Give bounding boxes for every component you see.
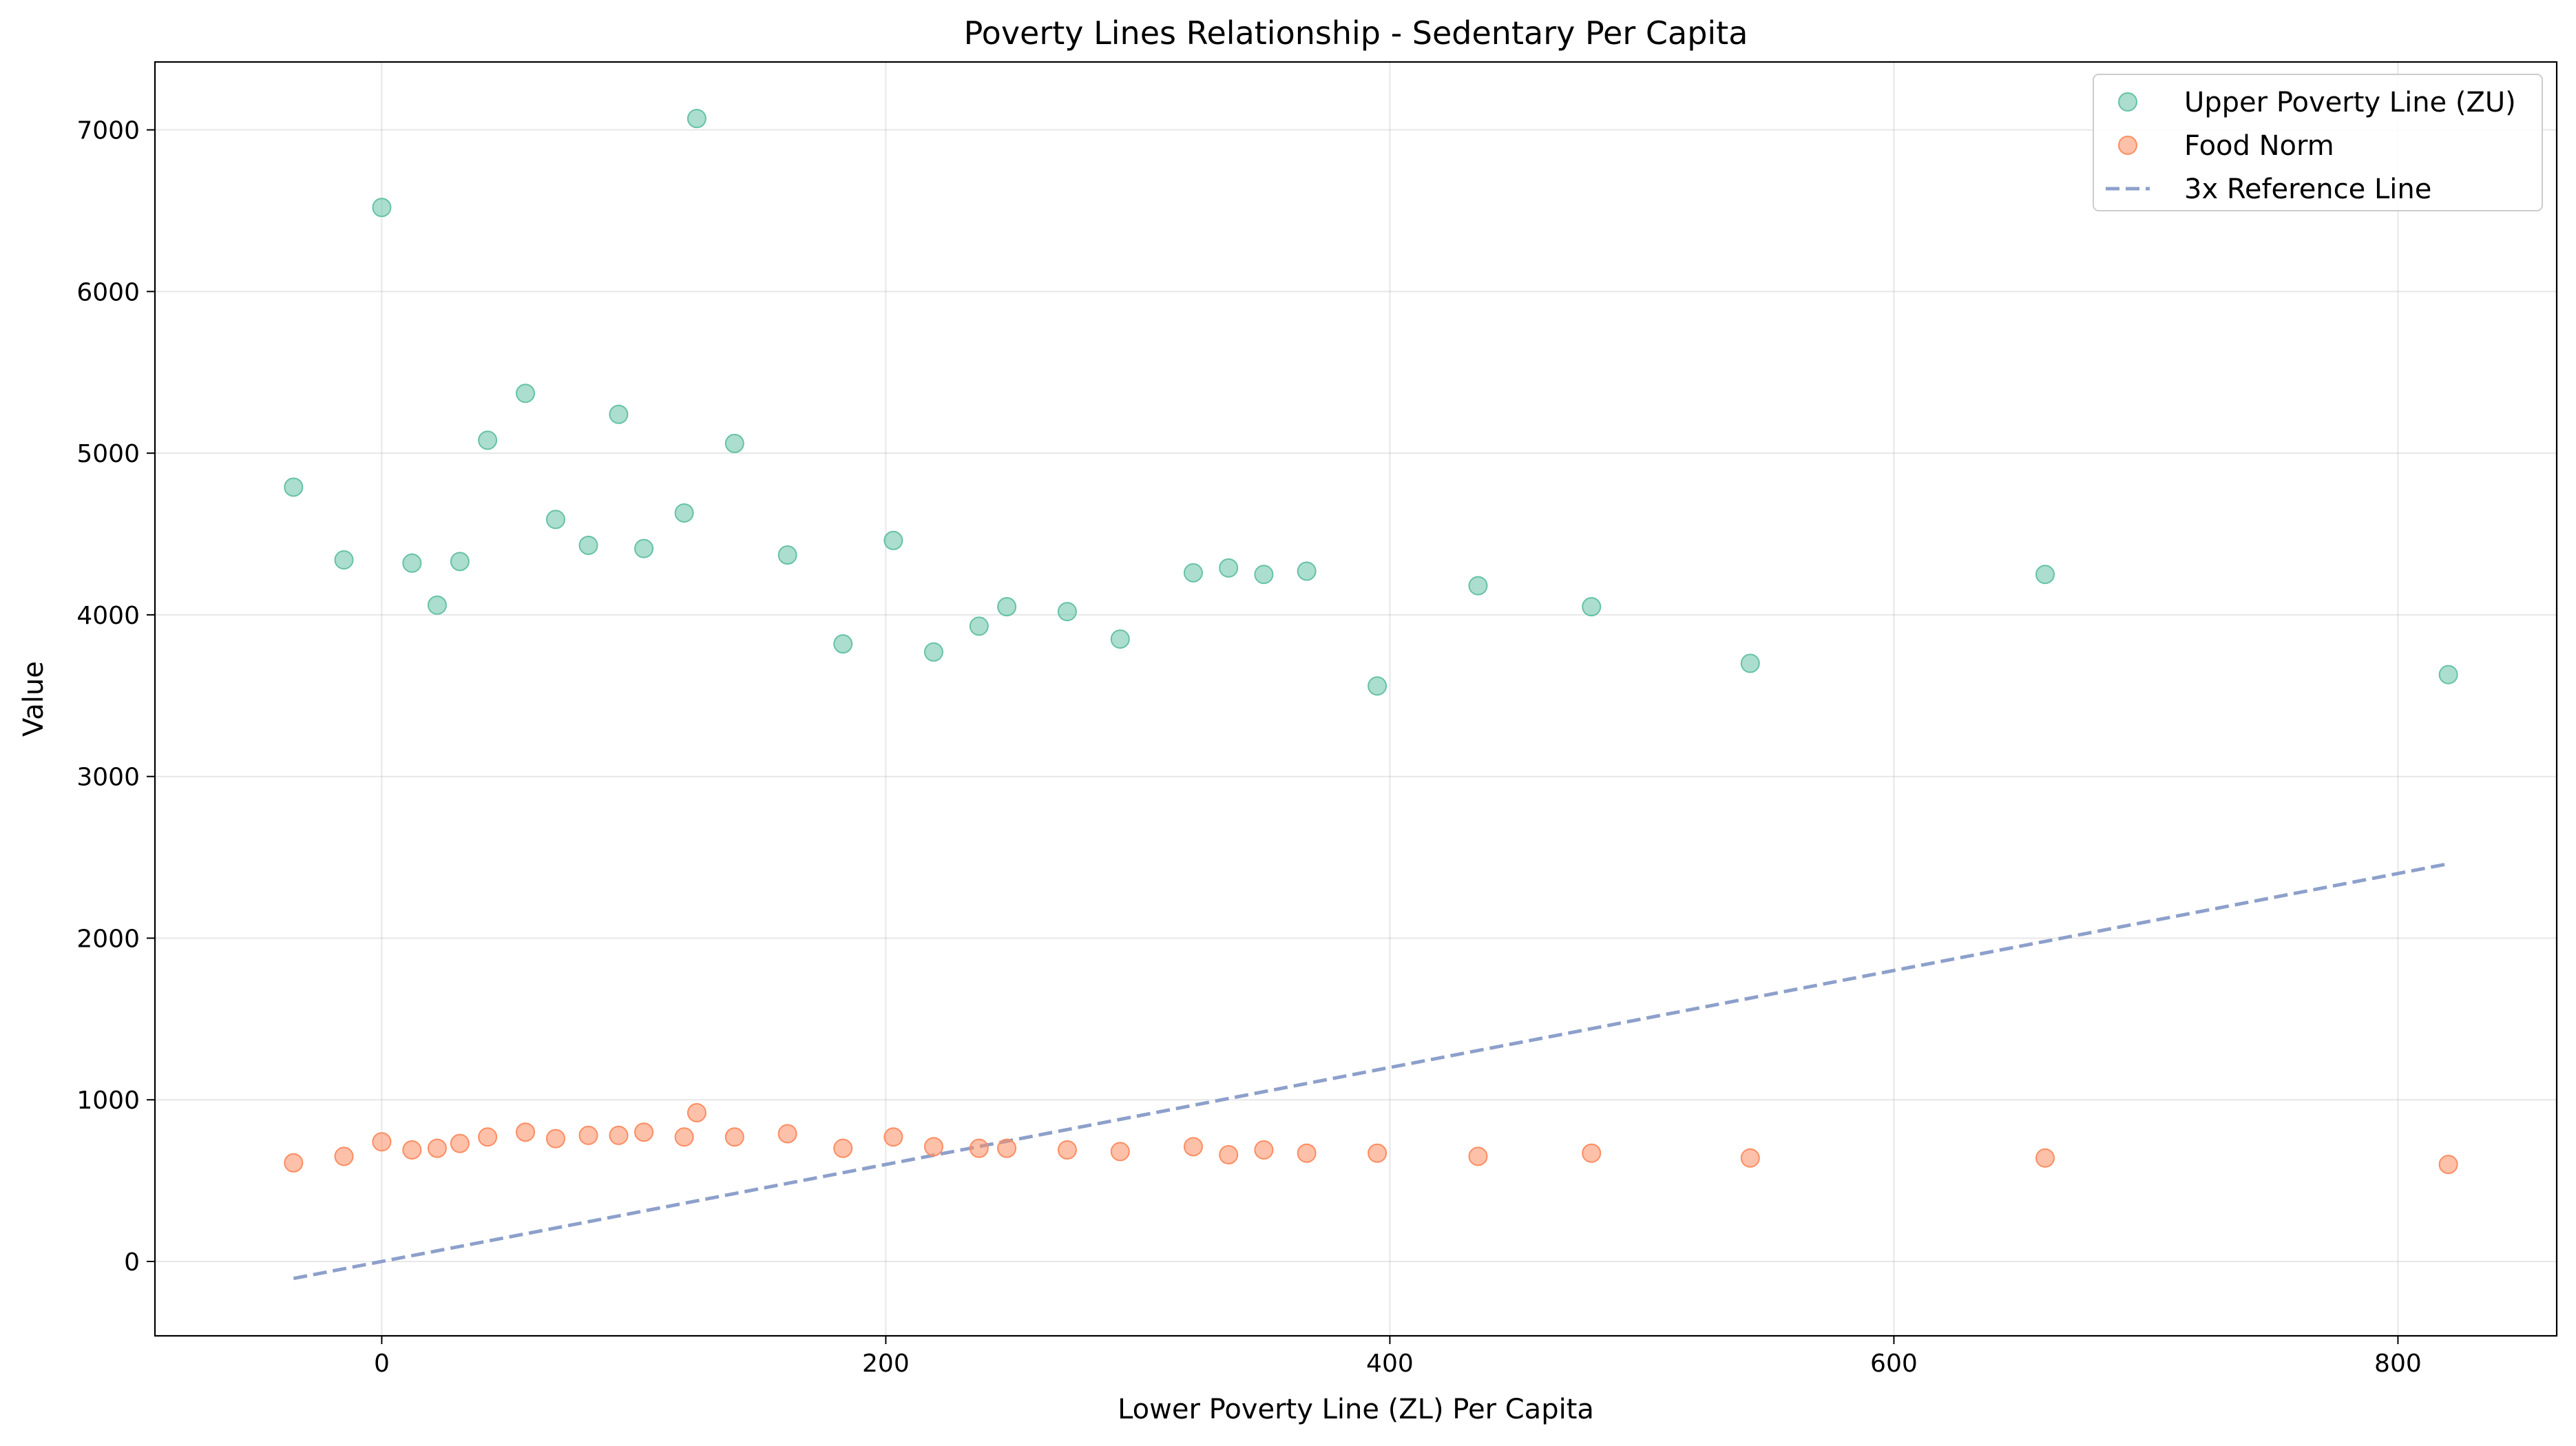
upper-poverty-point bbox=[284, 477, 304, 497]
upper-poverty-point bbox=[609, 404, 629, 424]
series-points bbox=[284, 109, 2458, 1175]
y-tick-label: 5000 bbox=[76, 440, 140, 468]
food-norm-point bbox=[634, 1122, 654, 1142]
upper-poverty-point bbox=[1219, 558, 1239, 578]
x-tick-label: 0 bbox=[374, 1350, 390, 1378]
y-tick-label: 3000 bbox=[76, 764, 140, 792]
upper-poverty-point bbox=[777, 545, 797, 565]
legend-marker bbox=[2118, 136, 2137, 155]
legend: Upper Poverty Line (ZU) Food Norm 3x Refer… bbox=[2093, 74, 2543, 211]
food-norm-point bbox=[402, 1140, 422, 1160]
food-norm-point bbox=[609, 1125, 629, 1145]
upper-poverty-point bbox=[402, 553, 422, 573]
food-norm-point bbox=[516, 1122, 536, 1142]
legend-label: Food Norm bbox=[2184, 130, 2334, 162]
upper-poverty-point bbox=[1740, 653, 1760, 673]
upper-poverty-point bbox=[923, 642, 943, 662]
legend-marker bbox=[2118, 92, 2137, 112]
upper-poverty-point bbox=[427, 595, 447, 615]
food-norm-point bbox=[997, 1138, 1017, 1158]
upper-poverty-point bbox=[1368, 676, 1388, 696]
food-norm-point bbox=[2438, 1155, 2458, 1175]
upper-poverty-point bbox=[1110, 629, 1130, 649]
food-norm-point bbox=[478, 1127, 498, 1147]
food-norm-point bbox=[969, 1138, 989, 1158]
upper-poverty-point bbox=[724, 434, 744, 454]
upper-poverty-point bbox=[997, 597, 1017, 617]
upper-poverty-point bbox=[833, 634, 853, 654]
food-norm-point bbox=[1740, 1148, 1760, 1168]
food-norm-point bbox=[1254, 1140, 1274, 1160]
upper-poverty-point bbox=[334, 550, 354, 570]
upper-poverty-point bbox=[1582, 597, 1602, 617]
food-norm-point bbox=[1297, 1143, 1317, 1163]
food-norm-point bbox=[923, 1137, 943, 1157]
food-norm-point bbox=[372, 1132, 392, 1152]
food-norm-point bbox=[1183, 1137, 1203, 1157]
upper-poverty-point bbox=[674, 503, 694, 523]
food-norm-point bbox=[833, 1138, 853, 1158]
food-norm-point bbox=[1368, 1143, 1388, 1163]
upper-poverty-point bbox=[969, 616, 989, 636]
y-tick-label: 2000 bbox=[76, 925, 140, 953]
upper-poverty-point bbox=[450, 552, 470, 572]
upper-poverty-point bbox=[1254, 565, 1274, 585]
legend-label: 3x Reference Line bbox=[2184, 174, 2431, 205]
axis-ticks: 0 200 400 600 800 0 1000 2000 3000 4000 5000 6000 70… bbox=[76, 117, 2421, 1378]
y-tick-label: 7000 bbox=[76, 117, 140, 145]
upper-poverty-point bbox=[372, 198, 392, 218]
food-norm-point bbox=[427, 1138, 447, 1158]
food-norm-point bbox=[2035, 1148, 2055, 1168]
food-norm-point bbox=[334, 1146, 354, 1166]
reference-line bbox=[293, 862, 2449, 1281]
upper-poverty-point bbox=[1183, 563, 1203, 583]
x-tick-label: 200 bbox=[862, 1350, 910, 1378]
legend-label: Upper Poverty Line (ZU) bbox=[2184, 87, 2516, 118]
legend-box bbox=[2093, 74, 2543, 211]
upper-poverty-point bbox=[2438, 664, 2458, 684]
food-norm-point bbox=[545, 1129, 565, 1149]
food-norm-point bbox=[777, 1124, 797, 1144]
x-axis-label: Lower Poverty Line (ZL) Per Capita bbox=[1118, 1394, 1594, 1425]
x-tick-label: 600 bbox=[1870, 1350, 1918, 1378]
food-norm-point bbox=[450, 1133, 470, 1153]
series-lines bbox=[293, 862, 2449, 1281]
y-axis-label: Value bbox=[18, 661, 50, 737]
upper-poverty-point bbox=[578, 535, 598, 555]
x-tick-label: 800 bbox=[2374, 1350, 2422, 1378]
plot-frame bbox=[154, 61, 2558, 1337]
food-norm-point bbox=[724, 1127, 744, 1147]
food-norm-point bbox=[578, 1125, 598, 1145]
food-norm-point bbox=[687, 1103, 706, 1123]
food-norm-point bbox=[284, 1153, 304, 1173]
y-tick-label: 0 bbox=[124, 1248, 140, 1277]
y-tick-label: 4000 bbox=[76, 602, 140, 630]
upper-poverty-point bbox=[687, 109, 706, 129]
upper-poverty-point bbox=[545, 510, 565, 530]
upper-poverty-point bbox=[634, 538, 654, 558]
upper-poverty-point bbox=[1057, 602, 1077, 622]
grid bbox=[155, 62, 2557, 1336]
upper-poverty-point bbox=[478, 430, 498, 450]
food-norm-point bbox=[1582, 1143, 1602, 1163]
x-tick-label: 400 bbox=[1366, 1350, 1414, 1378]
food-norm-point bbox=[674, 1127, 694, 1147]
food-norm-point bbox=[883, 1127, 903, 1147]
food-norm-point bbox=[1468, 1146, 1488, 1166]
y-tick-label: 1000 bbox=[76, 1087, 140, 1115]
upper-poverty-point bbox=[1297, 561, 1317, 581]
y-tick-label: 6000 bbox=[76, 278, 140, 306]
food-norm-point bbox=[1219, 1145, 1239, 1165]
chart-title: Poverty Lines Relationship - Sedentary P… bbox=[964, 14, 1748, 52]
upper-poverty-point bbox=[1468, 576, 1488, 596]
food-norm-point bbox=[1110, 1142, 1130, 1162]
upper-poverty-point bbox=[516, 384, 536, 404]
food-norm-point bbox=[1057, 1140, 1077, 1160]
upper-poverty-point bbox=[2035, 565, 2055, 585]
upper-poverty-point bbox=[883, 530, 903, 550]
